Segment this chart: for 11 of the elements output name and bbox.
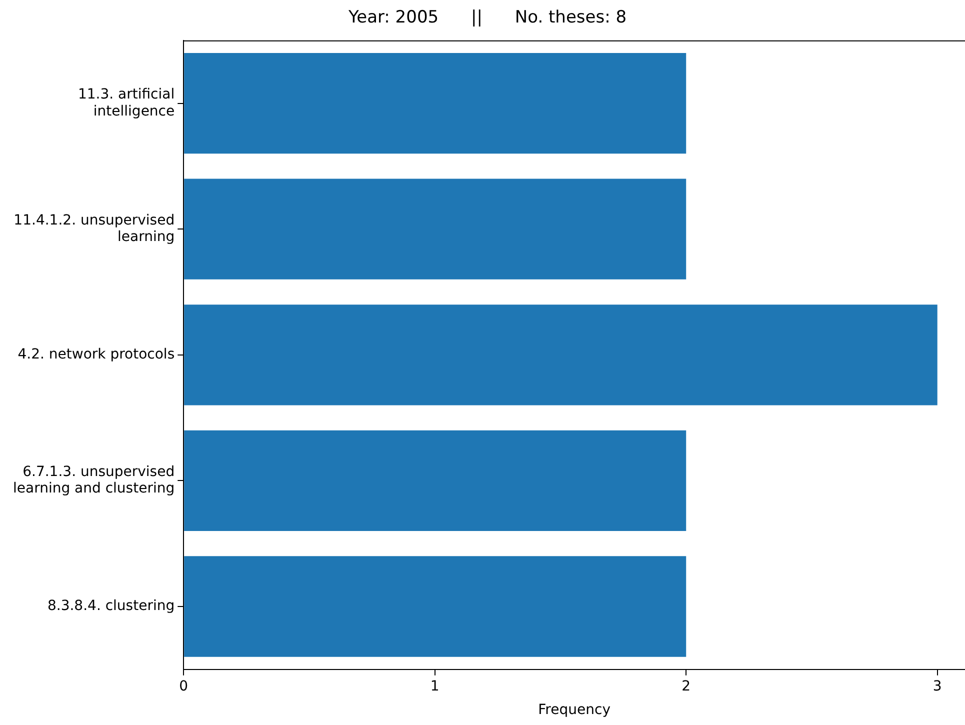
x-tick-label: 0 (179, 678, 188, 694)
chart-title: Year: 2005 || No. theses: 8 (347, 8, 627, 28)
y-tick-label: 11.4.1.2. unsupervised learning (14, 212, 175, 246)
x-tick-label: 3 (932, 678, 942, 694)
y-tick-label: 8.3.8.4. clustering (47, 598, 175, 614)
y-tick-label: 11.3. artificial intelligence (78, 86, 175, 120)
x-axis-title: Frequency (538, 702, 610, 718)
y-tick-label: 6.7.1.3. unsupervised learning and clustering (12, 464, 175, 497)
x-tick-label: 1 (430, 678, 440, 694)
y-tick-label: 4.2. network protocols (18, 346, 175, 363)
x-tick-label: 2 (682, 678, 691, 694)
